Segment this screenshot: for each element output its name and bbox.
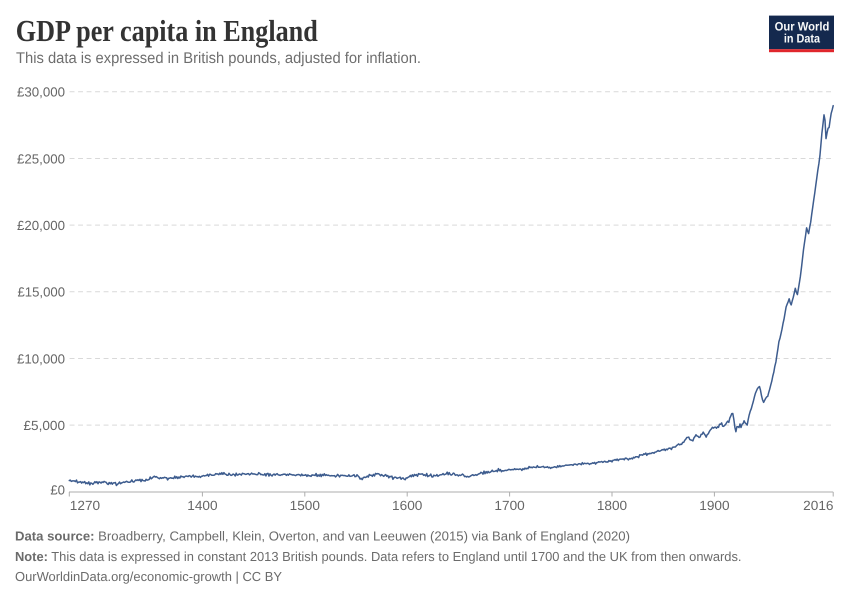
svg-text:£15,000: £15,000 (18, 285, 66, 300)
svg-text:1600: 1600 (392, 498, 422, 513)
svg-text:Our World: Our World (775, 20, 830, 34)
svg-text:£30,000: £30,000 (17, 85, 65, 100)
svg-text:£10,000: £10,000 (17, 351, 65, 366)
svg-text:in Data: in Data (784, 31, 820, 45)
svg-text:£20,000: £20,000 (17, 218, 65, 233)
svg-text:1800: 1800 (597, 498, 627, 513)
svg-text:This data is expressed in Brit: This data is expressed in British pounds… (16, 50, 421, 67)
svg-text:£0: £0 (50, 483, 65, 498)
svg-text:£5,000: £5,000 (24, 418, 66, 433)
svg-text:£25,000: £25,000 (17, 151, 65, 166)
svg-text:1500: 1500 (290, 498, 320, 513)
svg-text:1900: 1900 (699, 498, 729, 513)
svg-text:GDP per capita in England: GDP per capita in England (16, 14, 318, 48)
svg-text:Note: This data is expressed i: Note: This data is expressed in constant… (15, 549, 742, 564)
svg-text:1400: 1400 (187, 498, 217, 513)
svg-text:OurWorldinData.org/economic-gr: OurWorldinData.org/economic-growth | CC … (15, 569, 282, 584)
svg-text:1700: 1700 (494, 498, 524, 513)
svg-text:1270: 1270 (70, 498, 100, 513)
svg-text:Data source: Broadberry, Campb: Data source: Broadberry, Campbell, Klein… (15, 529, 630, 544)
svg-text:2016: 2016 (803, 498, 833, 513)
